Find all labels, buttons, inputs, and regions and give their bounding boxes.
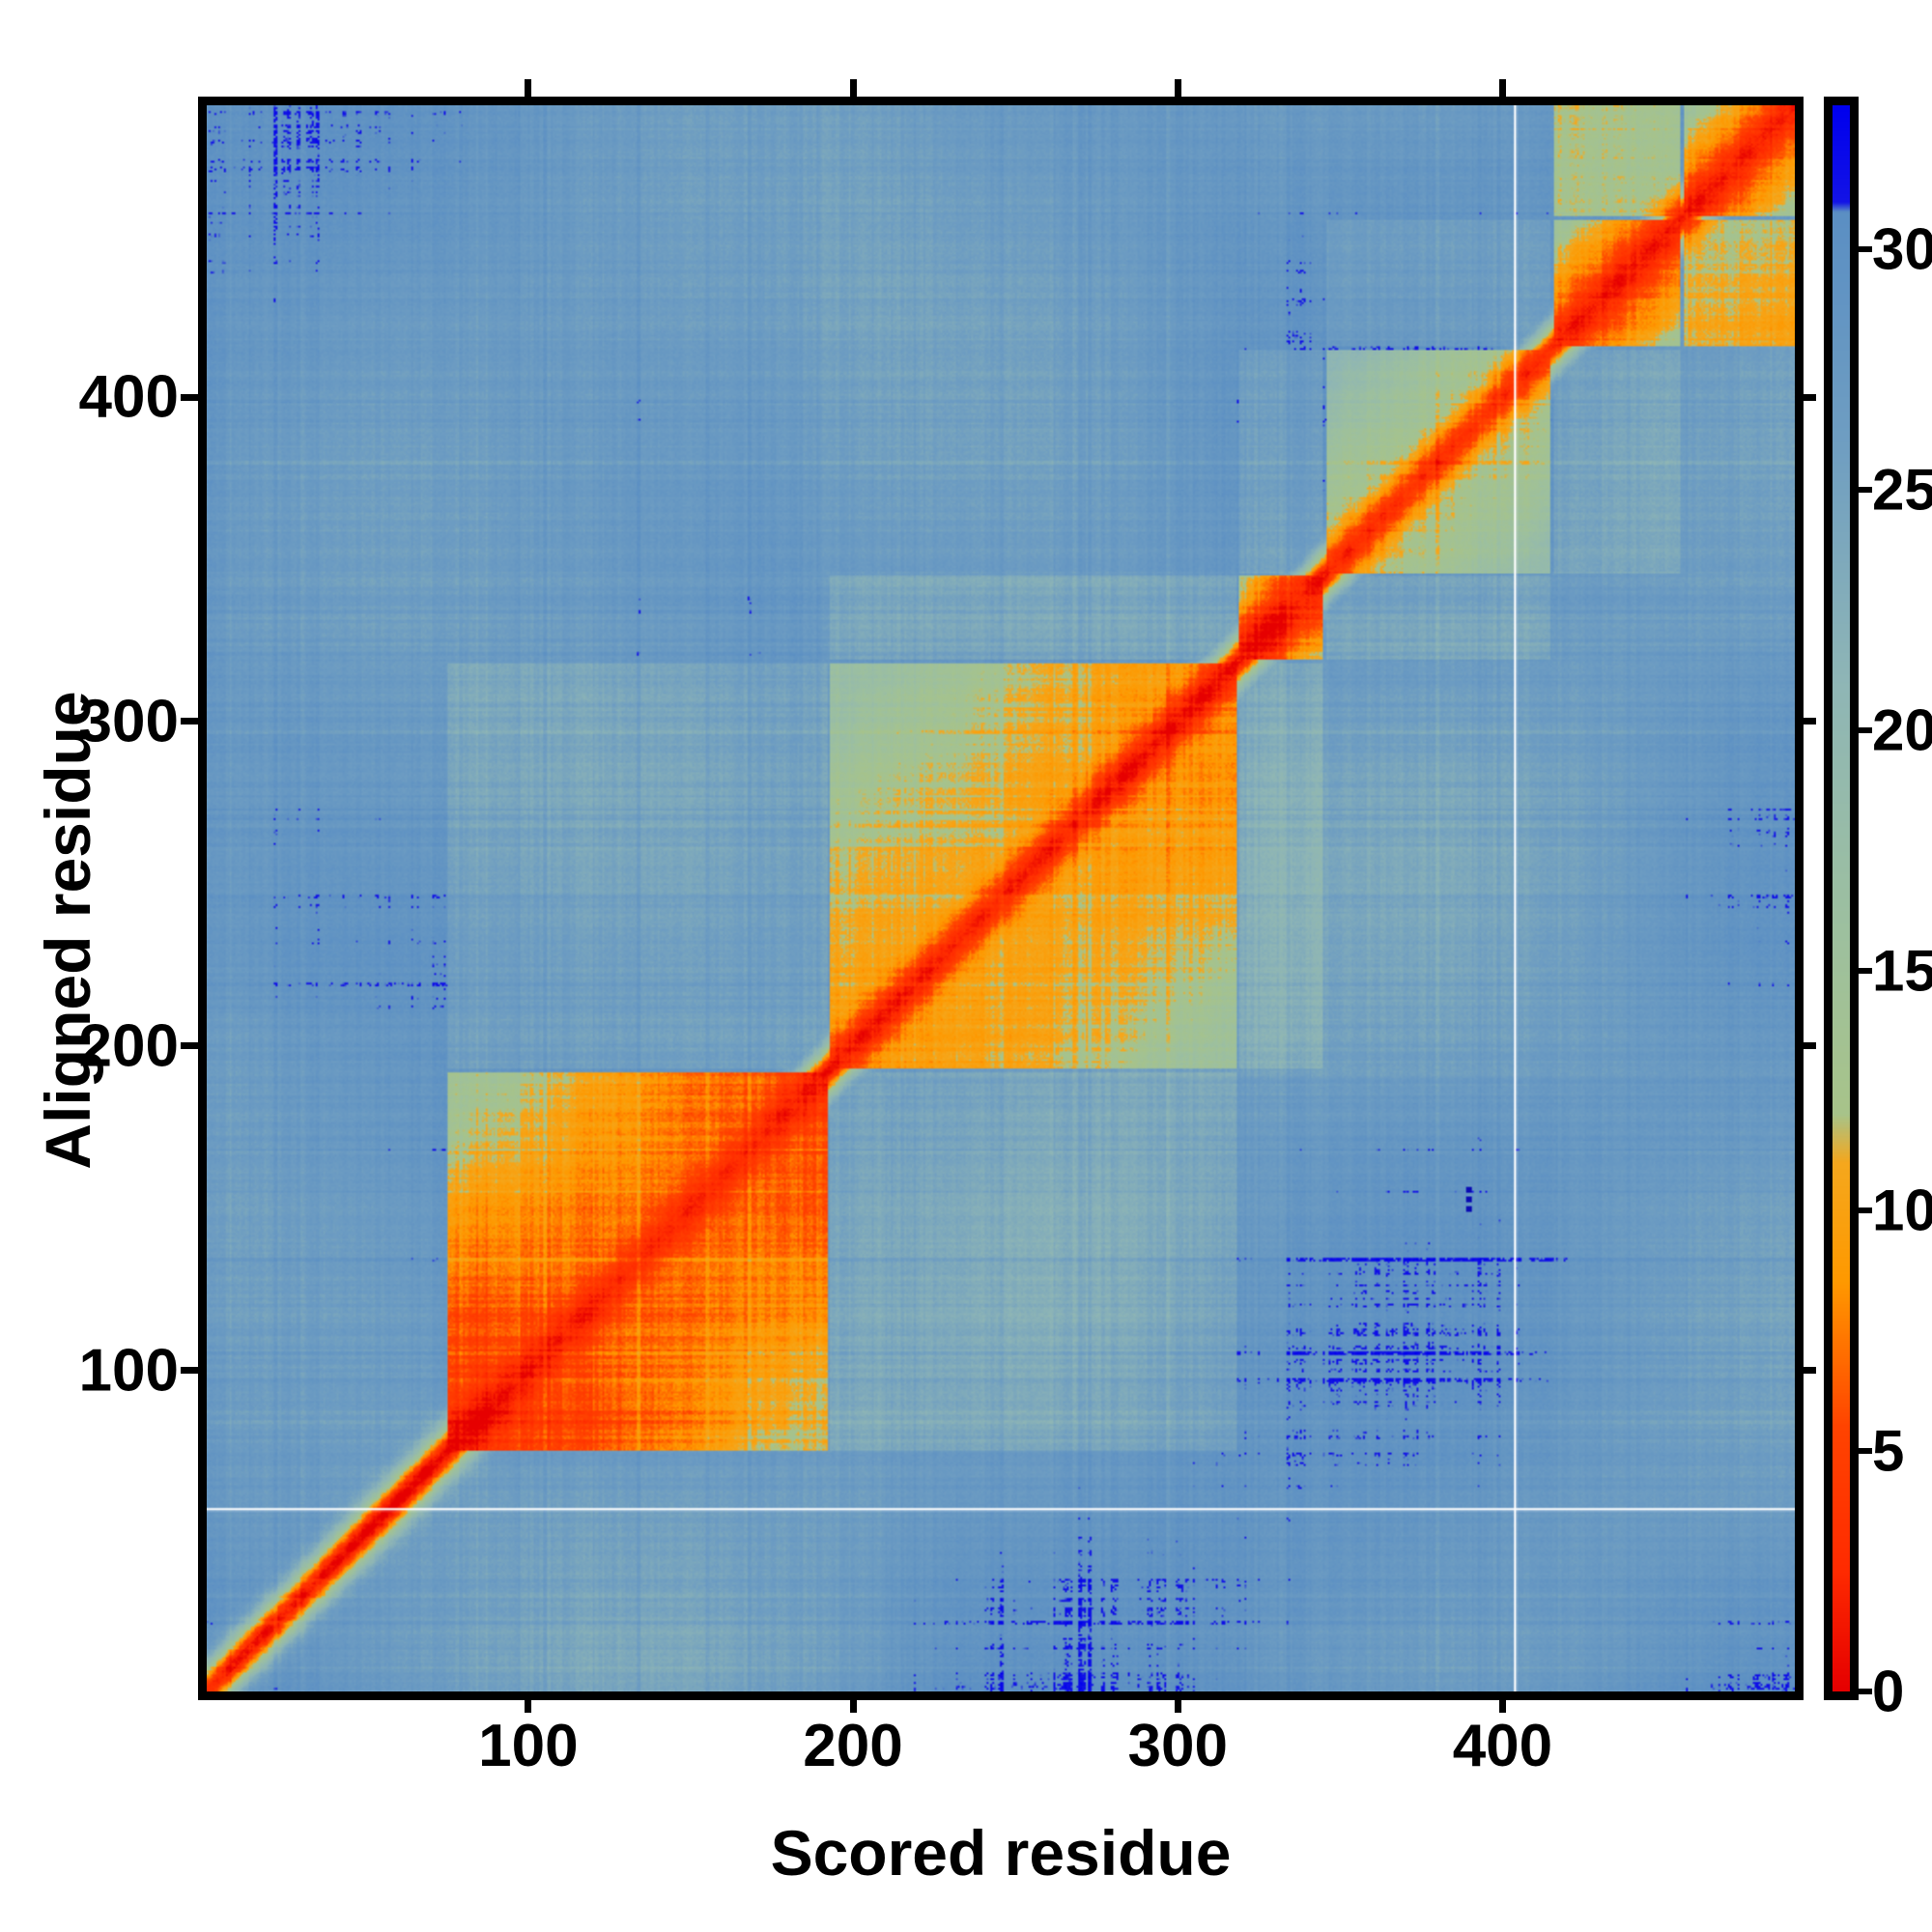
x-tick-top-300 xyxy=(1174,79,1181,100)
y-tick-200 xyxy=(181,1042,202,1050)
colorbar-label-30: 30 xyxy=(1872,216,1932,282)
colorbar-tick-15 xyxy=(1857,967,1872,974)
x-tick-100 xyxy=(525,1691,532,1713)
x-tick-label-300: 300 xyxy=(1127,1713,1228,1779)
y-tick-right-200 xyxy=(1795,1042,1816,1050)
x-tick-300 xyxy=(1174,1691,1181,1713)
y-tick-right-100 xyxy=(1795,1367,1816,1375)
y-tick-label-100: 100 xyxy=(78,1337,179,1405)
y-tick-label-300: 300 xyxy=(78,688,179,755)
colorbar-tick-20 xyxy=(1857,726,1872,733)
colorbar-gradient xyxy=(1833,105,1850,1691)
x-tick-top-400 xyxy=(1498,79,1506,100)
colorbar-label-15: 15 xyxy=(1872,938,1932,1004)
x-tick-top-100 xyxy=(525,79,532,100)
y-tick-300 xyxy=(181,718,202,725)
y-tick-label-400: 400 xyxy=(78,363,179,431)
colorbar-label-10: 10 xyxy=(1872,1178,1932,1243)
x-tick-top-200 xyxy=(849,79,857,100)
y-tick-400 xyxy=(181,393,202,401)
x-tick-200 xyxy=(849,1691,857,1713)
y-tick-label-200: 200 xyxy=(78,1012,179,1080)
colorbar xyxy=(1824,97,1859,1700)
colorbar-label-20: 20 xyxy=(1872,697,1932,763)
x-tick-label-200: 200 xyxy=(803,1713,903,1779)
colorbar-tick-10 xyxy=(1857,1208,1872,1214)
heatmap-canvas xyxy=(207,105,1795,1691)
colorbar-tick-5 xyxy=(1857,1448,1872,1455)
x-tick-label-400: 400 xyxy=(1452,1713,1553,1779)
colorbar-tick-25 xyxy=(1857,487,1872,494)
y-tick-right-400 xyxy=(1795,393,1816,401)
x-tick-label-100: 100 xyxy=(478,1713,579,1779)
y-tick-100 xyxy=(181,1367,202,1375)
colorbar-tick-30 xyxy=(1857,246,1872,253)
colorbar-label-0: 0 xyxy=(1872,1659,1905,1724)
y-tick-right-300 xyxy=(1795,718,1816,725)
y-axis-label: Aligned residue xyxy=(32,691,103,1170)
colorbar-label-5: 5 xyxy=(1872,1418,1905,1484)
colorbar-tick-0 xyxy=(1857,1689,1872,1694)
colorbar-label-25: 25 xyxy=(1872,457,1932,523)
x-axis-label: Scored residue xyxy=(770,1817,1232,1889)
heatmap-plot-area xyxy=(198,97,1804,1700)
x-tick-400 xyxy=(1498,1691,1506,1713)
